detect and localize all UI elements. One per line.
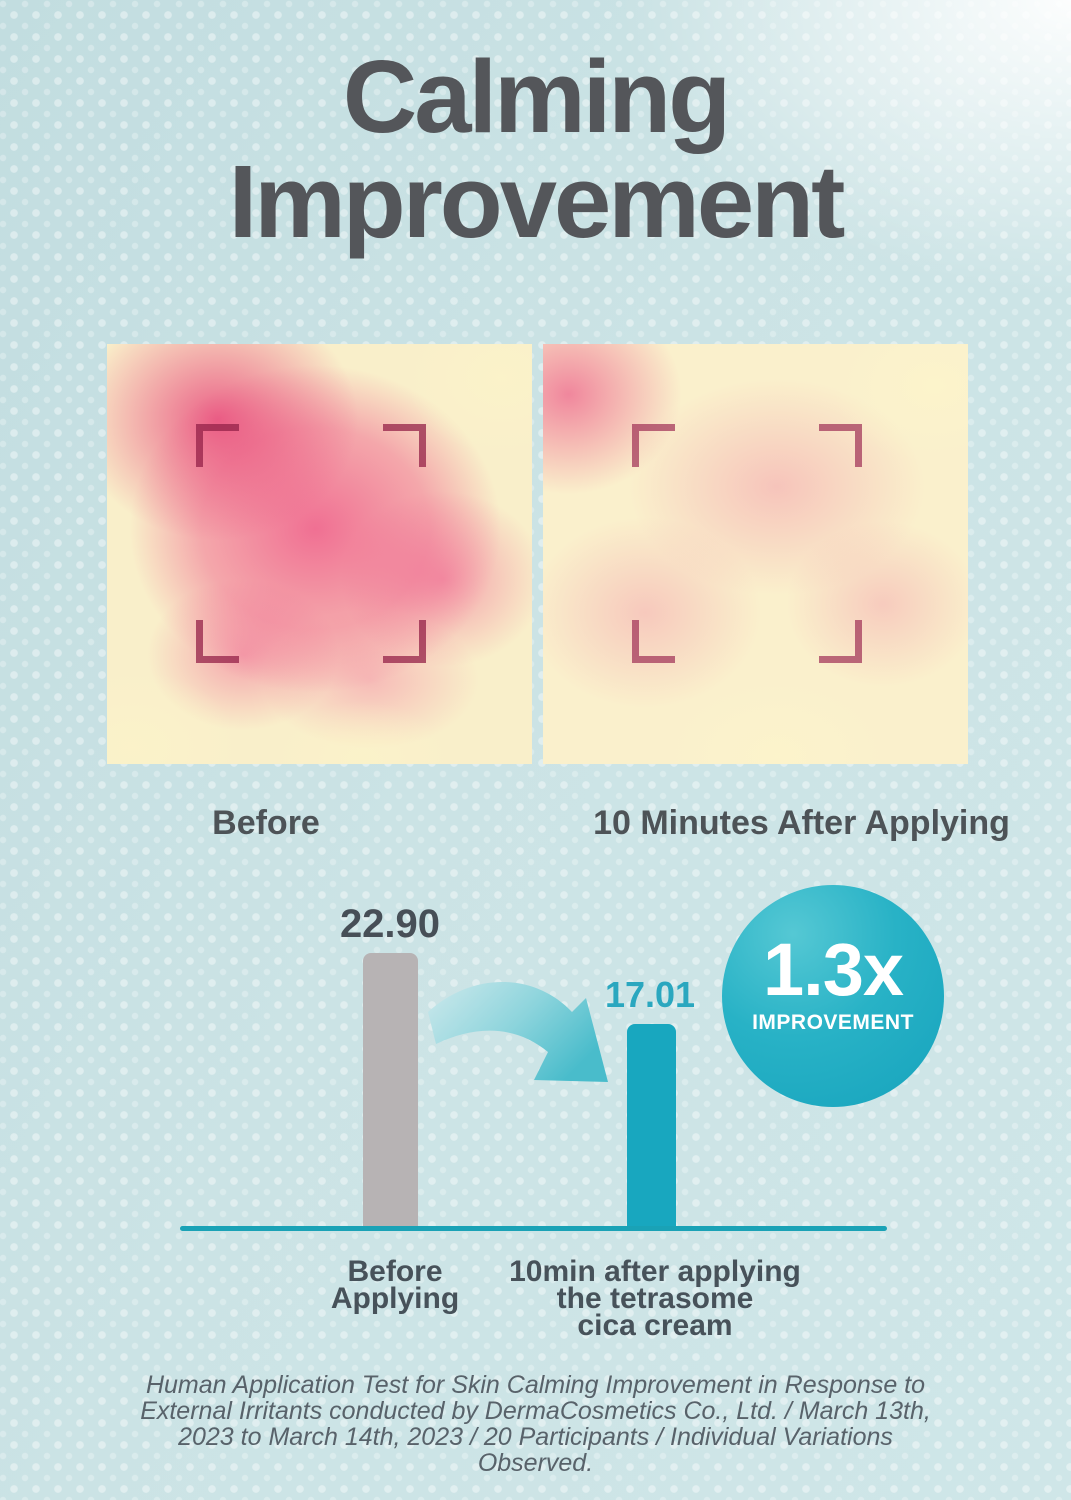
photo-captions: Before 10 Minutes After Applying: [0, 804, 1071, 843]
improvement-badge: 1.3x IMPROVEMENT: [722, 885, 944, 1107]
axis-label-after: 10min after applying the tetrasome cica …: [509, 1255, 801, 1342]
bar-before: [363, 953, 418, 1228]
crop-corner-icon: [818, 620, 862, 664]
skin-photo-before: [107, 344, 532, 764]
skin-photo-after: [543, 344, 968, 764]
crop-corner-icon: [196, 423, 240, 467]
crop-corner-icon: [382, 423, 426, 467]
caption-before: Before: [212, 804, 320, 842]
crop-corner-icon: [818, 423, 862, 467]
bar-after: [627, 1024, 676, 1228]
page-title: Calming Improvement: [0, 44, 1071, 254]
page-title-line1: Calming: [342, 39, 731, 154]
crop-corner-icon: [632, 620, 676, 664]
crop-corner-icon: [382, 620, 426, 664]
improvement-label: IMPROVEMENT: [752, 1011, 914, 1034]
axis-label-before: Before Applying: [330, 1255, 460, 1315]
page-title-line2: Improvement: [228, 144, 846, 260]
crop-corner-icon: [196, 620, 240, 664]
caption-after: 10 Minutes After Applying: [593, 804, 1010, 842]
chart-baseline: [180, 1226, 887, 1231]
improvement-multiplier: 1.3x: [762, 928, 904, 1011]
curved-arrow-icon: [428, 982, 608, 1082]
crop-corner-icon: [632, 423, 676, 467]
bar-value-before: 22.90: [339, 902, 441, 946]
study-footnote: Human Application Test for Skin Calming …: [140, 1371, 931, 1477]
bar-value-after: 17.01: [604, 974, 696, 1015]
